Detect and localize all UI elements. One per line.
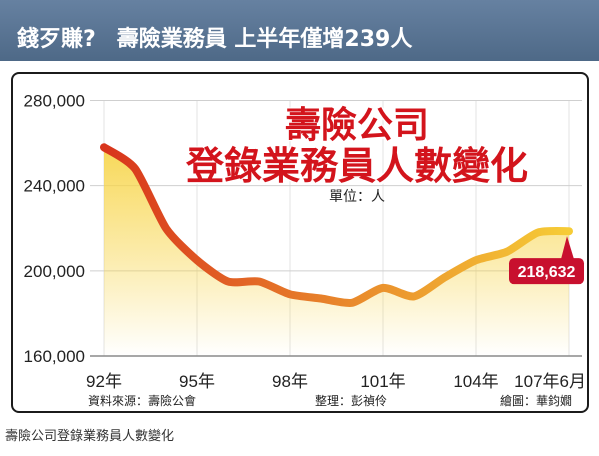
x-tick-label: 101年 — [360, 372, 405, 391]
data-point — [503, 248, 511, 256]
headline-lead: 錢歹賺? — [17, 27, 96, 52]
series-area — [104, 147, 569, 356]
x-tick-label: 104年 — [453, 372, 498, 391]
data-point — [472, 256, 480, 264]
chart-frame — [11, 72, 589, 413]
data-label-box — [509, 258, 584, 285]
series-line — [100, 143, 573, 307]
data-point — [131, 165, 139, 173]
x-tick-label: 92年 — [86, 372, 122, 391]
data-point — [193, 256, 201, 264]
data-point — [410, 292, 418, 300]
data-point — [565, 227, 573, 235]
data-label-text: 218,632 — [518, 264, 576, 281]
data-point — [224, 278, 232, 286]
data-point — [534, 229, 542, 237]
y-tick-label: 280,000 — [24, 92, 85, 111]
image-caption: 壽險公司登錄業務員人數變化 — [5, 429, 175, 444]
data-point — [162, 224, 170, 232]
data-point — [441, 273, 449, 281]
data-point — [100, 143, 108, 151]
y-tick-label: 200,000 — [24, 262, 85, 281]
credit-editor: 整理：彭禎伶 — [315, 394, 388, 408]
chart-title-line-2: 登錄業務員人數變化 — [185, 144, 528, 188]
headline-banner: 錢歹賺? 壽險業務員 上半年僅增239人 — [0, 0, 599, 61]
y-tick-label: 160,000 — [24, 347, 85, 366]
data-label: 218,632 — [509, 236, 584, 285]
data-point — [348, 299, 356, 307]
data-point — [255, 278, 263, 286]
data-label-pointer — [561, 236, 574, 260]
data-point — [379, 284, 387, 292]
x-tick-label: 95年 — [179, 372, 215, 391]
x-tick-label: 98年 — [272, 372, 308, 391]
credit-source: 資料來源：壽險公會 — [88, 394, 197, 408]
headline: 錢歹賺? 壽險業務員 上半年僅增239人 — [17, 27, 412, 53]
x-tick-label: 107年6月 — [514, 372, 586, 391]
credit-illustrator: 繪圖：華鈞嫺 — [500, 394, 573, 408]
data-point — [317, 295, 325, 303]
headline-main: 壽險業務員 上半年僅增239人 — [116, 27, 413, 52]
chart-unit: 單位：人 — [329, 189, 385, 205]
data-point — [286, 290, 294, 298]
chart-title-line-1: 壽險公司 — [284, 105, 429, 146]
y-tick-label: 240,000 — [24, 177, 85, 196]
